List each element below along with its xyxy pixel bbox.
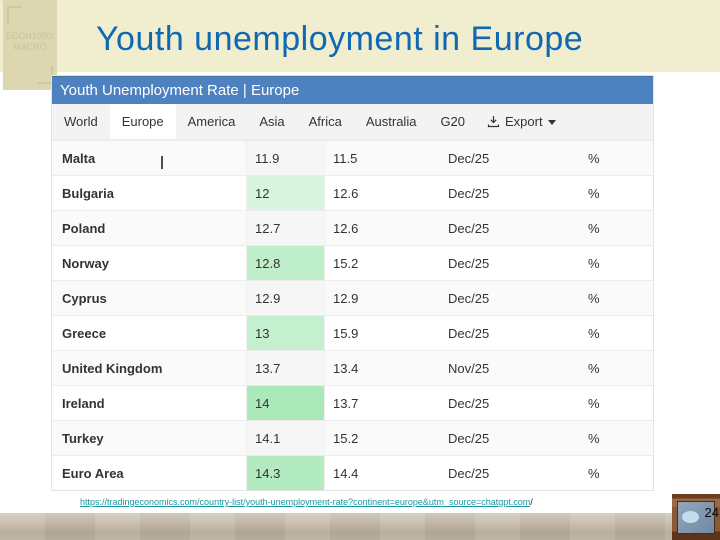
unit-cell: % (588, 430, 600, 446)
tabs-slot: World Europe America Asia Africa Australia G20 (52, 104, 477, 139)
previous-value-cell: 12.9 (333, 290, 359, 306)
text-cursor-artifact (161, 156, 163, 169)
previous-value-cell: 15.2 (333, 255, 359, 271)
country-cell[interactable]: Norway (62, 255, 109, 271)
country-cell[interactable]: Turkey (62, 430, 104, 446)
photo-window-detail (677, 501, 715, 534)
reference-date-cell: Dec/25 (448, 220, 490, 236)
source-hyperlink[interactable]: https://tradingeconomics.com/country-lis… (80, 497, 531, 507)
last-value-cell: 12 (246, 176, 325, 210)
logo-frame-corner-icon (7, 6, 22, 24)
unit-cell: % (588, 150, 600, 166)
table-row: United Kingdom 13.7 13.4 Nov/25% (52, 350, 653, 385)
download-icon (487, 115, 500, 128)
country-table: Malta 11.9 11.5 Dec/25% Bulgaria 12 12.6 Dec/25… (52, 140, 653, 490)
tab-world[interactable]: World (64, 114, 98, 129)
bottom-decorative-band (0, 513, 676, 540)
reference-date-cell: Nov/25 (448, 360, 490, 376)
previous-value-cell: 12.6 (333, 220, 359, 236)
title-band (0, 0, 720, 72)
last-value-cell: 13.7 (246, 351, 325, 385)
unit-cell: % (588, 360, 600, 376)
last-value-cell: 13 (246, 316, 325, 350)
widget-header-title: Youth Unemployment Rate | Europe (52, 76, 653, 104)
table-row: Malta 11.9 11.5 Dec/25% (52, 140, 653, 175)
reference-date-cell: Dec/25 (448, 430, 490, 446)
unit-cell: % (588, 255, 600, 271)
slide-page-number: 24 (704, 505, 719, 520)
country-cell[interactable]: Euro Area (62, 465, 124, 481)
country-cell[interactable]: Greece (62, 325, 107, 341)
table-row: Ireland 14 13.7 Dec/25% (52, 385, 653, 420)
previous-value-cell: 15.9 (333, 325, 359, 341)
reference-date-cell: Dec/25 (448, 150, 490, 166)
corner-photo: 24 (672, 494, 720, 540)
photo-oval-detail (682, 511, 699, 523)
previous-value-cell: 15.2 (333, 430, 359, 446)
previous-value-cell: 12.6 (333, 185, 359, 201)
previous-value-cell: 11.5 (333, 150, 358, 166)
table-row: Euro Area 14.3 14.4 Dec/25% (52, 455, 653, 490)
logo-frame-corner-icon (38, 66, 53, 84)
reference-date-cell: Dec/25 (448, 255, 490, 271)
course-logo: ECON1050: MACRO (3, 0, 57, 90)
last-value-cell: 14.1 (246, 421, 325, 455)
logo-line1: ECON1050: (5, 31, 55, 41)
reference-date-cell: Dec/25 (448, 465, 490, 481)
previous-value-cell: 13.4 (333, 360, 359, 376)
unit-cell: % (588, 220, 600, 236)
table-row: Greece 13 15.9 Dec/25% (52, 315, 653, 350)
tab-asia[interactable]: Asia (259, 114, 285, 129)
last-value-cell: 11.9 (246, 141, 325, 175)
tab-america[interactable]: America (187, 114, 236, 129)
country-cell[interactable]: United Kingdom (62, 360, 163, 376)
reference-date-cell: Dec/25 (448, 290, 490, 306)
last-value-cell: 14 (246, 386, 325, 420)
previous-value-cell: 14.4 (333, 465, 359, 481)
unit-cell: % (588, 465, 600, 481)
last-value-cell: 14.3 (246, 456, 325, 490)
tab-bar: World Europe America Asia Africa Australia G20… (52, 104, 653, 169)
unit-cell: % (588, 395, 600, 411)
source-link-suffix: / (530, 497, 533, 507)
page-title: Youth unemployment in Europe (96, 20, 584, 58)
last-value-cell: 12.9 (246, 281, 325, 315)
tab-europe[interactable]: Europe (109, 104, 176, 139)
country-cell[interactable]: Malta (62, 150, 96, 166)
last-value-cell: 12.8 (246, 246, 325, 280)
country-cell[interactable]: Ireland (62, 395, 105, 411)
table-row: Bulgaria 12 12.6 Dec/25% (52, 175, 653, 210)
logo-line2: MACRO (13, 42, 47, 52)
table-row: Poland 12.7 12.6 Dec/25% (52, 210, 653, 245)
reference-date-cell: Dec/25 (448, 325, 490, 341)
country-cell[interactable]: Cyprus (62, 290, 107, 306)
last-value-cell: 12.7 (246, 211, 325, 245)
export-button[interactable]: Export (477, 104, 566, 139)
country-cell[interactable]: Poland (62, 220, 106, 236)
table-row: Norway 12.8 15.2 Dec/25% (52, 245, 653, 280)
source-link-line: https://tradingeconomics.com/country-lis… (80, 497, 533, 507)
export-label: Export (505, 114, 543, 129)
table-row: Cyprus 12.9 12.9 Dec/25% (52, 280, 653, 315)
unit-cell: % (588, 325, 600, 341)
caret-down-icon (547, 120, 556, 125)
country-cell[interactable]: Bulgaria (62, 185, 115, 201)
table-row: Turkey 14.1 15.2 Dec/25% (52, 420, 653, 455)
previous-value-cell: 13.7 (333, 395, 359, 411)
reference-date-cell: Dec/25 (448, 185, 490, 201)
tradingeconomics-widget: Youth Unemployment Rate | Europe World Eu… (52, 76, 653, 490)
tab-g20[interactable]: G20 (440, 114, 466, 129)
tab-australia[interactable]: Australia (365, 114, 417, 129)
reference-date-cell: Dec/25 (448, 395, 490, 411)
tab-africa[interactable]: Africa (308, 114, 342, 129)
unit-cell: % (588, 290, 600, 306)
unit-cell: % (588, 185, 600, 201)
